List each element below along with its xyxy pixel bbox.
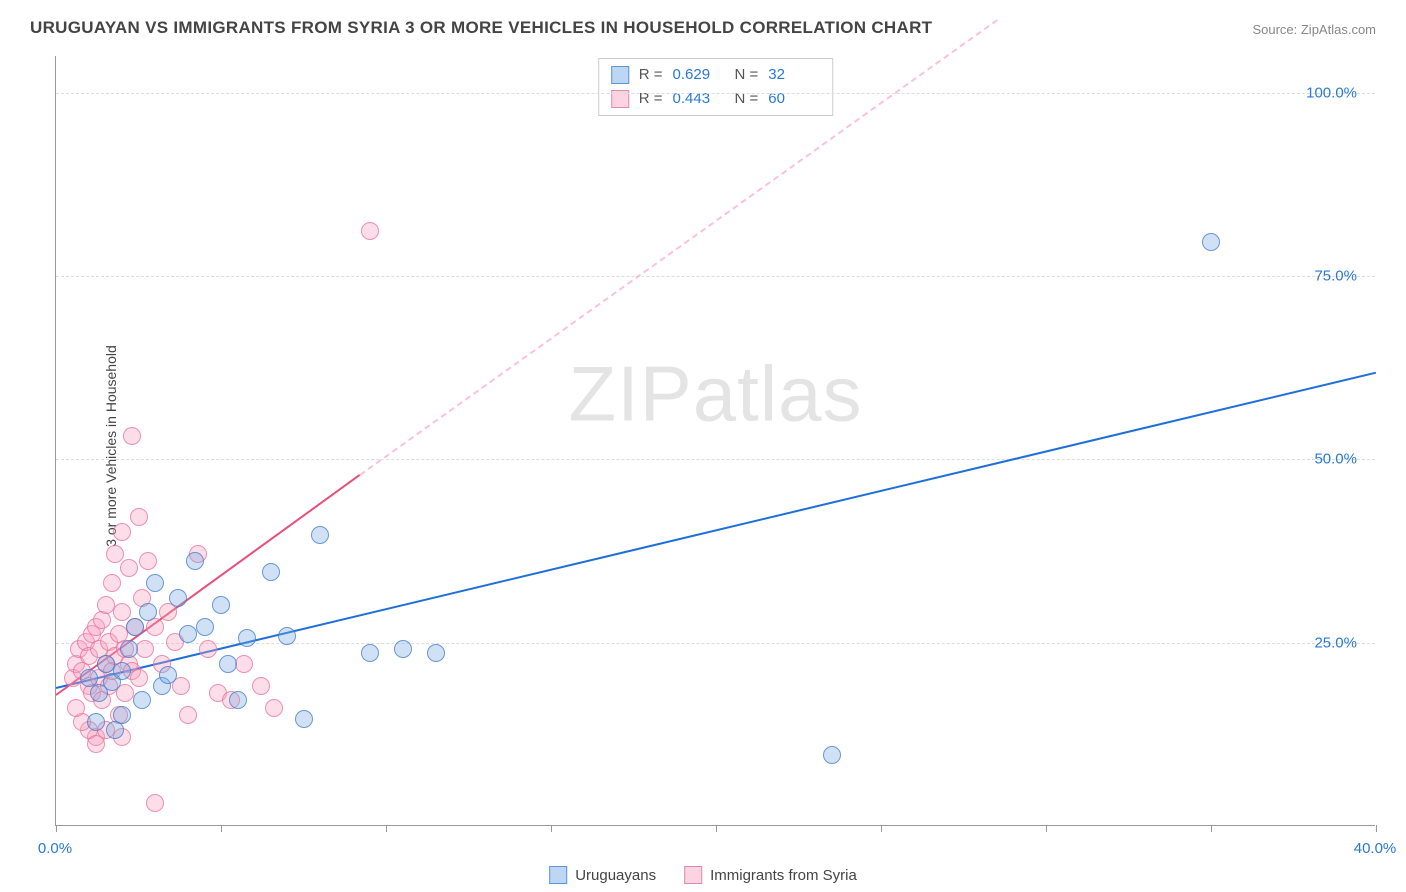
chart-title: URUGUAYAN VS IMMIGRANTS FROM SYRIA 3 OR … [30,18,932,38]
stat-n-value: 32 [768,63,820,87]
gridline [56,459,1375,460]
stat-n-value: 60 [768,87,820,111]
data-point [106,721,124,739]
stats-row: R = 0.443 N = 60 [611,87,821,111]
x-tick [1046,825,1047,832]
data-point [199,640,217,658]
data-point [229,691,247,709]
data-point [252,677,270,695]
stat-r-value: 0.629 [673,63,725,87]
y-tick-label: 25.0% [1314,634,1357,651]
stat-r-value: 0.443 [673,87,725,111]
data-point [427,644,445,662]
x-tick [881,825,882,832]
x-tick-label: 40.0% [1354,840,1397,857]
data-point [113,662,131,680]
data-point [113,523,131,541]
x-tick [56,825,57,832]
stat-n-label: N = [735,87,759,111]
series-legend: Uruguayans Immigrants from Syria [549,866,857,884]
legend-label: Immigrants from Syria [710,867,857,884]
data-point [146,794,164,812]
stat-r-label: R = [639,63,663,87]
x-tick [716,825,717,832]
data-point [103,574,121,592]
stat-r-label: R = [639,87,663,111]
data-point [311,526,329,544]
stat-n-label: N = [735,63,759,87]
legend-swatch [549,866,567,884]
data-point [120,640,138,658]
y-tick-label: 50.0% [1314,451,1357,468]
data-point [97,596,115,614]
plot-area: ZIPatlas R = 0.629 N = 32 R = 0.443 N = 60 25.0… [55,56,1375,826]
data-point [130,669,148,687]
x-tick [386,825,387,832]
data-point [295,710,313,728]
data-point [133,691,151,709]
data-point [361,222,379,240]
data-point [123,427,141,445]
stats-row: R = 0.629 N = 32 [611,63,821,87]
data-point [106,545,124,563]
x-tick [221,825,222,832]
y-tick-label: 75.0% [1314,268,1357,285]
data-point [179,625,197,643]
data-point [139,603,157,621]
data-point [262,563,280,581]
data-point [146,574,164,592]
watermark: ZIPatlas [568,349,862,440]
data-point [139,552,157,570]
data-point [179,706,197,724]
data-point [823,746,841,764]
data-point [238,629,256,647]
data-point [97,655,115,673]
x-tick [1376,825,1377,832]
gridline [56,93,1375,94]
data-point [87,713,105,731]
data-point [361,644,379,662]
data-point [1202,233,1220,251]
stats-legend-box: R = 0.629 N = 32 R = 0.443 N = 60 [598,58,834,116]
data-point [219,655,237,673]
gridline [56,276,1375,277]
data-point [186,552,204,570]
data-point [126,618,144,636]
watermark-bold: ZIP [568,350,692,438]
data-point [196,618,214,636]
legend-label: Uruguayans [575,867,656,884]
data-point [278,627,296,645]
legend-swatch [611,66,629,84]
data-point [159,666,177,684]
x-tick [551,825,552,832]
data-point [120,559,138,577]
x-tick-label: 0.0% [38,840,72,857]
data-point [394,640,412,658]
data-point [67,699,85,717]
data-point [113,603,131,621]
source-attribution: Source: ZipAtlas.com [1252,22,1376,37]
x-tick [1211,825,1212,832]
watermark-light: atlas [693,350,863,438]
data-point [265,699,283,717]
data-point [169,589,187,607]
data-point [235,655,253,673]
legend-swatch [684,866,702,884]
data-point [212,596,230,614]
data-point [136,640,154,658]
data-point [130,508,148,526]
legend-item: Immigrants from Syria [684,866,857,884]
legend-item: Uruguayans [549,866,656,884]
y-tick-label: 100.0% [1306,84,1357,101]
